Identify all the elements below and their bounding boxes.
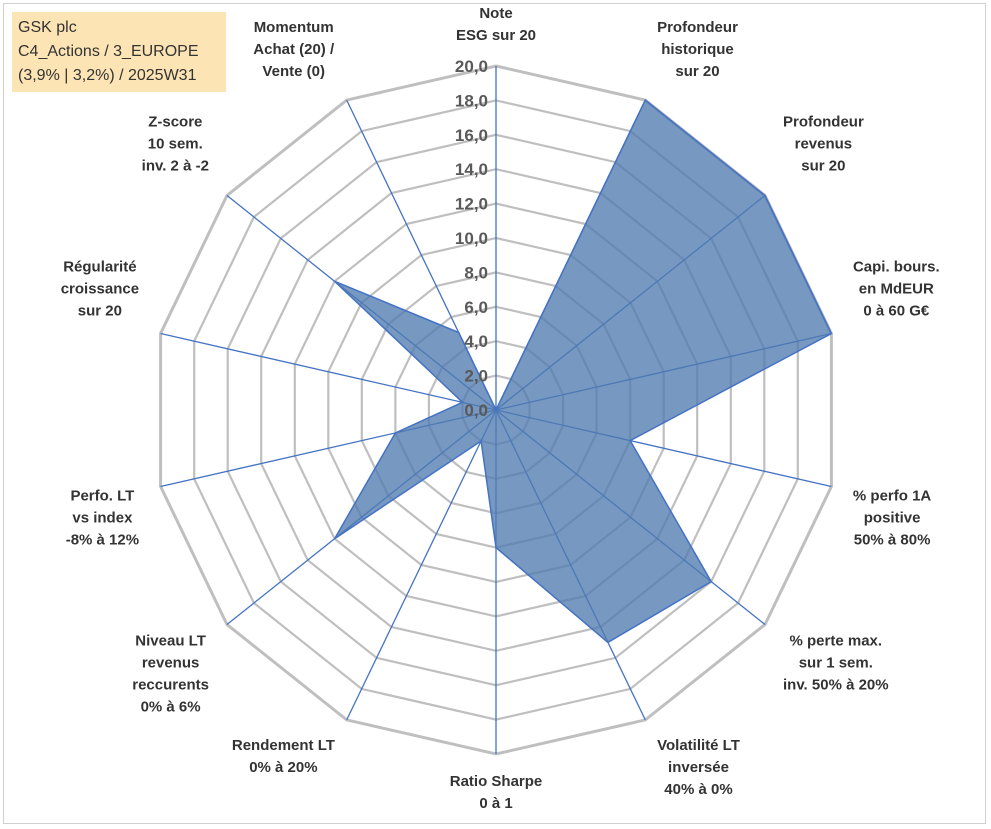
axis-label-line: Vente (0) — [262, 63, 325, 80]
axis-label-line: ESG sur 20 — [456, 27, 536, 44]
tick-labels: 0,0 2,0 4,0 6,0 8,0 10,0 12,0 14,0 16,0 18,0 20,0 — [455, 57, 488, 420]
axis-label-13: Momentum Achat (20) / Vente (0) — [253, 19, 335, 80]
axis-label-line: % perfo 1A — [853, 488, 932, 505]
axis-label-line: sur 1 sem. — [799, 655, 873, 672]
axis-label-line: en MdEUR — [859, 280, 934, 297]
tick-label: 0,0 — [464, 401, 488, 420]
axis-label-7: Ratio Sharpe 0 à 1 — [450, 773, 543, 812]
tick-label: 2,0 — [464, 367, 488, 386]
tick-label: 18,0 — [455, 91, 488, 110]
axis-label-line: positive — [864, 510, 921, 527]
axis-label-line: revenus — [142, 655, 200, 672]
axis-label-line: sur 20 — [78, 302, 122, 319]
axis-label-line: 10 sem. — [148, 135, 203, 152]
axis-label-12: Z-score 10 sem. inv. 2 à -2 — [142, 113, 209, 174]
series-area — [333, 98, 833, 644]
spoke-8 — [346, 409, 497, 721]
axis-label-line: % perte max. — [790, 633, 883, 650]
axis-label-line: reccurents — [132, 677, 209, 694]
axis-label-line: 0% à 6% — [141, 699, 201, 716]
tick-label: 8,0 — [464, 263, 488, 282]
spoke-11 — [160, 332, 497, 411]
tick-label: 6,0 — [464, 298, 488, 317]
tick-label: 12,0 — [455, 195, 488, 214]
axis-label-5: % perte max. sur 1 sem. inv. 50% à 20% — [783, 633, 889, 694]
axis-label-line: 50% à 80% — [854, 532, 931, 549]
axis-label-line: vs index — [72, 510, 133, 527]
axis-label-2: Profondeur revenus sur 20 — [783, 113, 864, 174]
axis-label-9: Niveau LT revenus reccurents 0% à 6% — [132, 633, 209, 716]
axis-label-line: Z-score — [148, 113, 202, 130]
axis-label-8: Rendement LT 0% à 20% — [232, 737, 335, 776]
axis-label-10: Perfo. LT vs index -8% à 12% — [66, 488, 139, 549]
tick-label: 4,0 — [464, 332, 488, 351]
axis-label-line: inversée — [668, 759, 729, 776]
info-stats: (3,9% | 3,2%) / 2025W31 — [18, 67, 197, 84]
axis-label-line: -8% à 12% — [66, 532, 139, 549]
axis-label-line: historique — [661, 41, 734, 58]
axis-label-line: Momentum — [254, 19, 334, 36]
axis-label-line: croissance — [61, 280, 139, 297]
axis-label-4: % perfo 1A positive 50% à 80% — [853, 488, 932, 549]
axis-label-line: 0% à 20% — [249, 759, 317, 776]
series-layer — [333, 98, 833, 644]
tick-label: 16,0 — [455, 126, 488, 145]
axis-label-line: revenus — [795, 135, 853, 152]
axis-label-line: Perfo. LT — [70, 488, 134, 505]
axis-label-line: 0 à 1 — [479, 795, 512, 812]
axis-label-line: Rendement LT — [232, 737, 335, 754]
tick-label: 10,0 — [455, 229, 488, 248]
axis-labels: Note ESG sur 20 Profondeur historique sur 20… — [61, 5, 940, 812]
axis-label-line: 40% à 0% — [664, 781, 732, 798]
axis-label-line: sur 20 — [801, 157, 845, 174]
axis-label-line: Capi. bours. — [853, 258, 940, 275]
axis-label-line: Note — [479, 5, 512, 22]
axis-label-line: Achat (20) / — [253, 41, 335, 58]
axis-label-line: Volatilité LT — [657, 737, 740, 754]
axis-label-line: 0 à 60 G€ — [863, 302, 930, 319]
info-category: C4_Actions / 3_EUROPE — [18, 43, 199, 60]
axis-label-line: Profondeur — [783, 113, 864, 130]
info-box: GSK plc C4_Actions / 3_EUROPE (3,9% | 3,… — [12, 12, 226, 92]
axis-label-line: Profondeur — [657, 19, 738, 36]
axis-label-line: inv. 2 à -2 — [142, 157, 209, 174]
axis-label-line: Ratio Sharpe — [450, 773, 543, 790]
axis-label-line: sur 20 — [675, 63, 719, 80]
axis-label-6: Volatilité LT inversée 40% à 0% — [657, 737, 740, 798]
axis-label-0: Note ESG sur 20 — [456, 5, 536, 44]
info-company: GSK plc — [18, 19, 77, 36]
axis-label-1: Profondeur historique sur 20 — [657, 19, 738, 80]
axis-label-line: Régularité — [63, 258, 136, 275]
axis-label-line: inv. 50% à 20% — [783, 677, 889, 694]
tick-label: 20,0 — [455, 57, 488, 76]
axis-label-line: Niveau LT — [135, 633, 206, 650]
axis-label-3: Capi. bours. en MdEUR 0 à 60 G€ — [853, 258, 940, 319]
tick-label: 14,0 — [455, 160, 488, 179]
axis-label-11: Régularité croissance sur 20 — [61, 258, 139, 319]
